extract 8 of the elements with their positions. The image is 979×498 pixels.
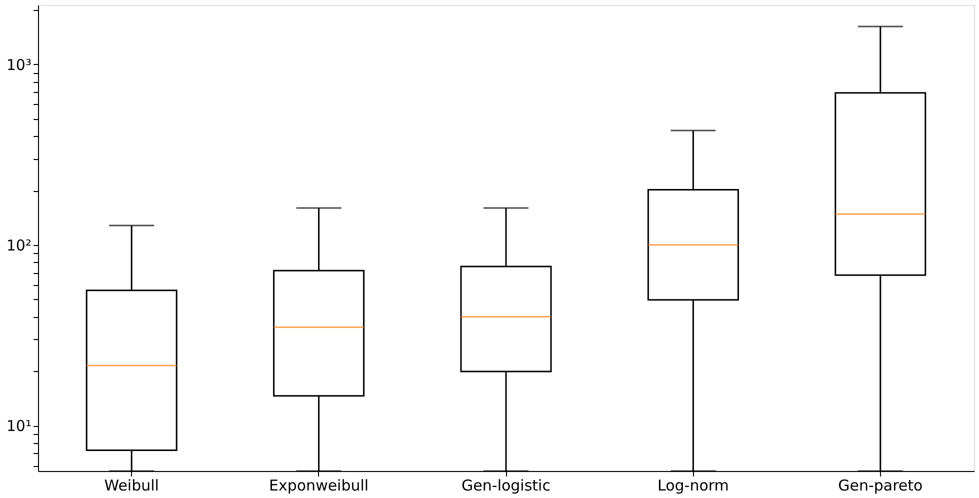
x-tick-label: Gen-pareto bbox=[838, 476, 923, 494]
x-tick-label: Gen-logistic bbox=[462, 476, 550, 494]
x-tick-label: Exponweibull bbox=[269, 476, 369, 494]
x-tick-label: Weibull bbox=[104, 476, 159, 494]
x-tick-label: Log-norm bbox=[657, 476, 729, 494]
y-tick-label: 10² bbox=[6, 236, 32, 254]
y-tick-label: 10¹ bbox=[6, 417, 32, 436]
y-tick-label: 10³ bbox=[6, 56, 32, 74]
